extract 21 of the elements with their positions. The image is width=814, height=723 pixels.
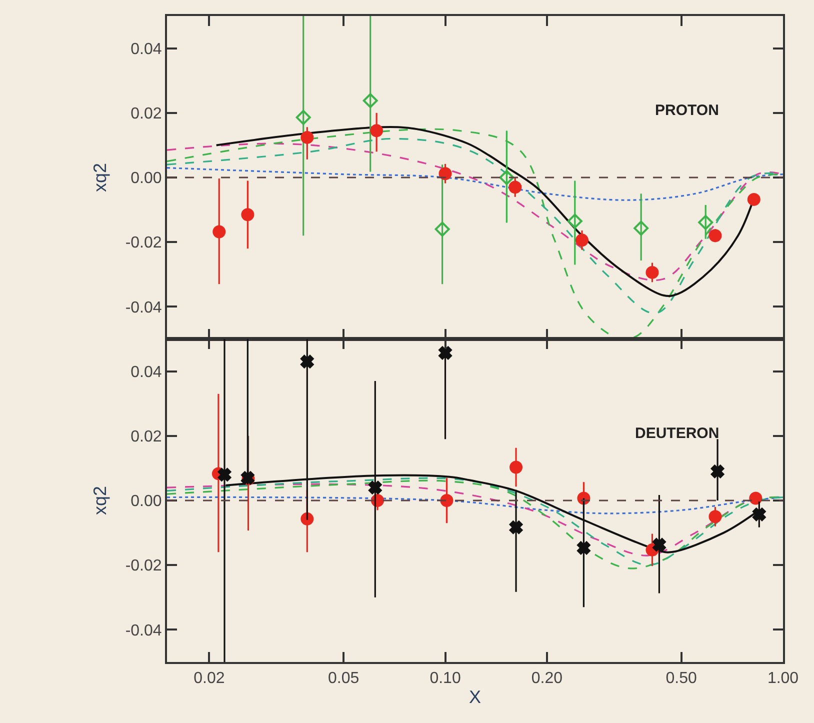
y-tick-label: -0.02 xyxy=(125,558,162,575)
y-tick-label: 0.04 xyxy=(130,364,162,381)
y-tick-label: 0.02 xyxy=(130,428,162,446)
y-axis-title: xq2 xyxy=(90,486,110,516)
y-tick-label: 0.00 xyxy=(130,170,162,188)
y-tick-label: 0.04 xyxy=(130,40,162,58)
x-tick-label: 0.02 xyxy=(194,670,225,688)
x-tick-label: 0.50 xyxy=(666,670,697,688)
y-tick-label: 0.02 xyxy=(130,106,162,122)
y-tick-label: -0.04 xyxy=(125,622,162,640)
annotation: PROTON xyxy=(655,102,719,119)
x-tick-label: 0.10 xyxy=(430,670,461,688)
y-axis-title: xq2 xyxy=(90,162,110,192)
x-tick-label: 0.20 xyxy=(531,670,563,688)
y-tick-label: 0.00 xyxy=(130,493,162,510)
x-tick-label: 0.05 xyxy=(328,670,360,688)
annotation: DEUTERON xyxy=(635,425,720,442)
y-tick-label: -0.04 xyxy=(125,299,162,316)
y-tick-label: -0.02 xyxy=(125,234,162,252)
x-tick-label: 1.00 xyxy=(767,670,799,688)
x-axis-title: X xyxy=(468,686,482,707)
